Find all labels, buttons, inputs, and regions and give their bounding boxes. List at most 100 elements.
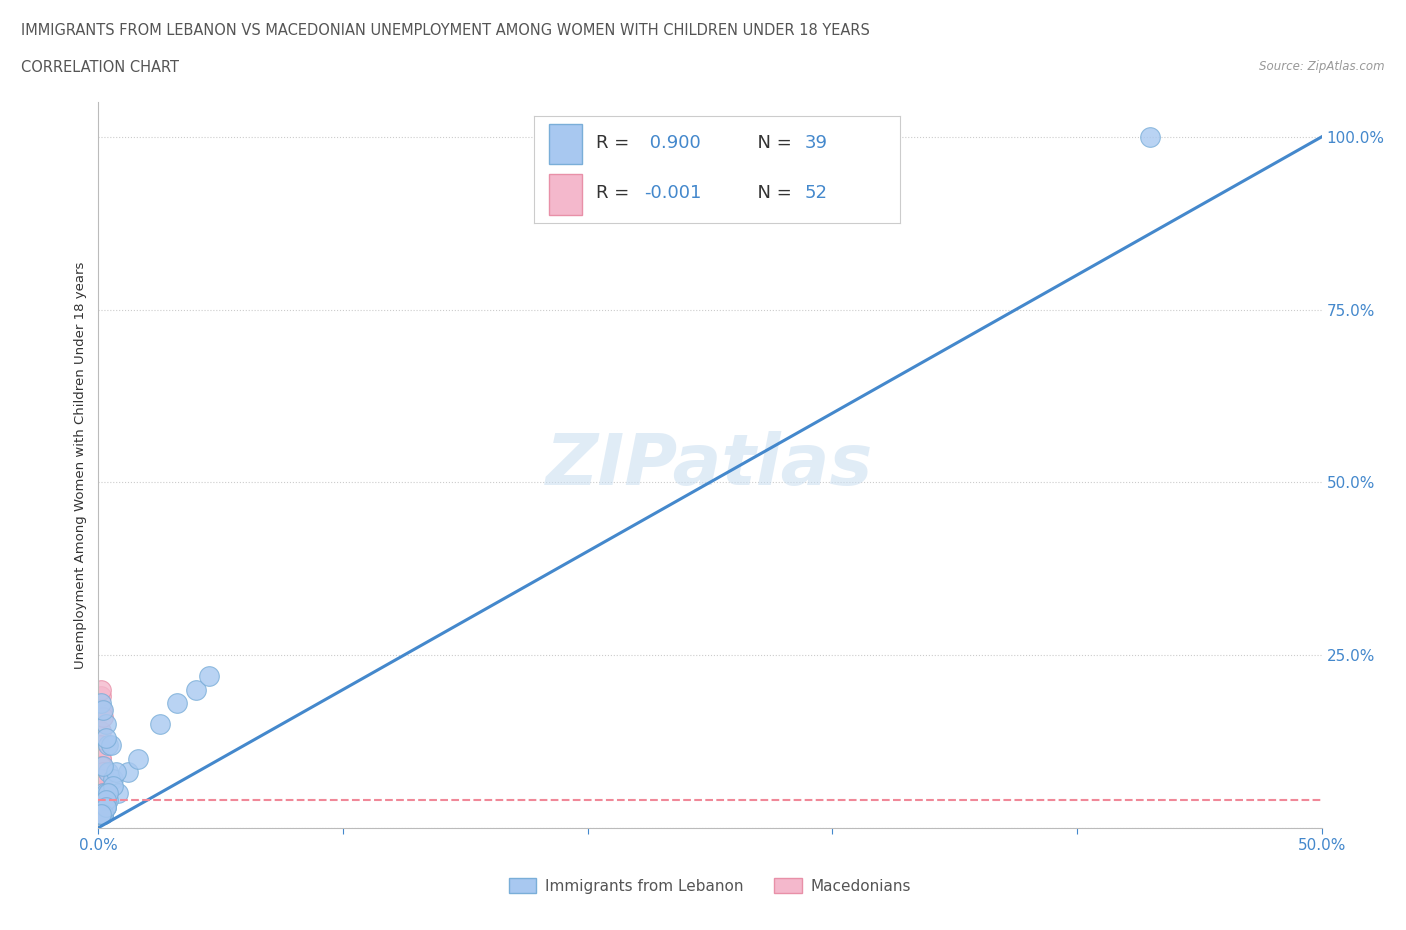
Point: [91, 772, 114, 787]
Point: [117, 765, 139, 780]
Point: [89, 737, 111, 752]
Point: [90, 778, 112, 793]
Point: [90, 778, 112, 793]
Point: [94, 786, 117, 801]
Text: 39: 39: [804, 134, 828, 152]
Point: [91, 800, 114, 815]
Point: [91, 800, 114, 815]
Point: [94, 717, 117, 732]
Text: 0.900: 0.900: [644, 134, 700, 152]
Point: [91, 806, 114, 821]
Text: Source: ZipAtlas.com: Source: ZipAtlas.com: [1260, 60, 1385, 73]
Point: [94, 800, 117, 815]
Point: [91, 758, 114, 773]
Point: [91, 800, 114, 815]
Point: [97, 786, 120, 801]
Point: [91, 806, 114, 821]
Point: [90, 806, 112, 821]
Point: [91, 786, 114, 801]
Point: [94, 800, 117, 815]
Point: [97, 792, 120, 807]
Point: [90, 786, 112, 801]
Point: [90, 792, 112, 807]
Point: [91, 806, 114, 821]
Text: IMMIGRANTS FROM LEBANON VS MACEDONIAN UNEMPLOYMENT AMONG WOMEN WITH CHILDREN UND: IMMIGRANTS FROM LEBANON VS MACEDONIAN UN…: [21, 23, 870, 38]
Point: [91, 772, 114, 787]
Point: [90, 751, 112, 766]
Point: [91, 806, 114, 821]
Point: [1139, 129, 1161, 144]
Point: [90, 724, 112, 738]
Point: [90, 786, 112, 801]
Point: [107, 786, 129, 801]
Point: [90, 806, 112, 821]
Point: [90, 751, 112, 766]
Point: [90, 786, 112, 801]
Point: [91, 703, 114, 718]
Point: [90, 806, 112, 821]
Point: [94, 792, 117, 807]
Point: [91, 800, 114, 815]
Point: [97, 765, 120, 780]
Point: [127, 751, 149, 766]
Point: [90, 806, 112, 821]
Point: [90, 806, 112, 821]
Point: [90, 765, 112, 780]
Text: CORRELATION CHART: CORRELATION CHART: [21, 60, 179, 75]
FancyBboxPatch shape: [548, 174, 582, 215]
Point: [91, 806, 114, 821]
Text: -0.001: -0.001: [644, 184, 702, 202]
Point: [97, 737, 120, 752]
Point: [197, 669, 219, 684]
Point: [90, 800, 112, 815]
Point: [90, 806, 112, 821]
Point: [91, 792, 114, 807]
Point: [90, 792, 112, 807]
Y-axis label: Unemployment Among Women with Children Under 18 years: Unemployment Among Women with Children U…: [75, 261, 87, 669]
Point: [89, 800, 111, 815]
Point: [91, 703, 114, 718]
Point: [90, 682, 112, 697]
Point: [91, 806, 114, 821]
Point: [90, 800, 112, 815]
Point: [149, 717, 172, 732]
Point: [91, 786, 114, 801]
Point: [94, 800, 117, 815]
Point: [91, 710, 114, 724]
Point: [90, 689, 112, 704]
Text: N =: N =: [747, 184, 797, 202]
Point: [90, 772, 112, 787]
Point: [101, 772, 124, 787]
FancyBboxPatch shape: [548, 124, 582, 165]
Point: [90, 806, 112, 821]
Point: [90, 806, 112, 821]
Point: [90, 806, 112, 821]
Point: [90, 778, 112, 793]
Point: [90, 758, 112, 773]
Point: [91, 786, 114, 801]
Text: N =: N =: [747, 134, 797, 152]
Point: [91, 765, 114, 780]
Point: [90, 772, 112, 787]
Point: [90, 792, 112, 807]
Point: [90, 806, 112, 821]
Point: [89, 765, 111, 780]
Text: R =: R =: [596, 134, 636, 152]
Text: R =: R =: [596, 184, 636, 202]
Point: [166, 696, 188, 711]
Point: [94, 730, 117, 745]
Point: [90, 778, 112, 793]
Point: [90, 778, 112, 793]
Point: [91, 806, 114, 821]
Point: [91, 792, 114, 807]
Point: [89, 786, 111, 801]
Point: [90, 696, 112, 711]
Text: 52: 52: [804, 184, 828, 202]
Point: [94, 792, 117, 807]
Point: [100, 737, 122, 752]
Point: [91, 806, 114, 821]
Point: [90, 778, 112, 793]
Text: ZIPatlas: ZIPatlas: [547, 431, 873, 499]
Point: [101, 778, 124, 793]
Point: [186, 682, 208, 697]
